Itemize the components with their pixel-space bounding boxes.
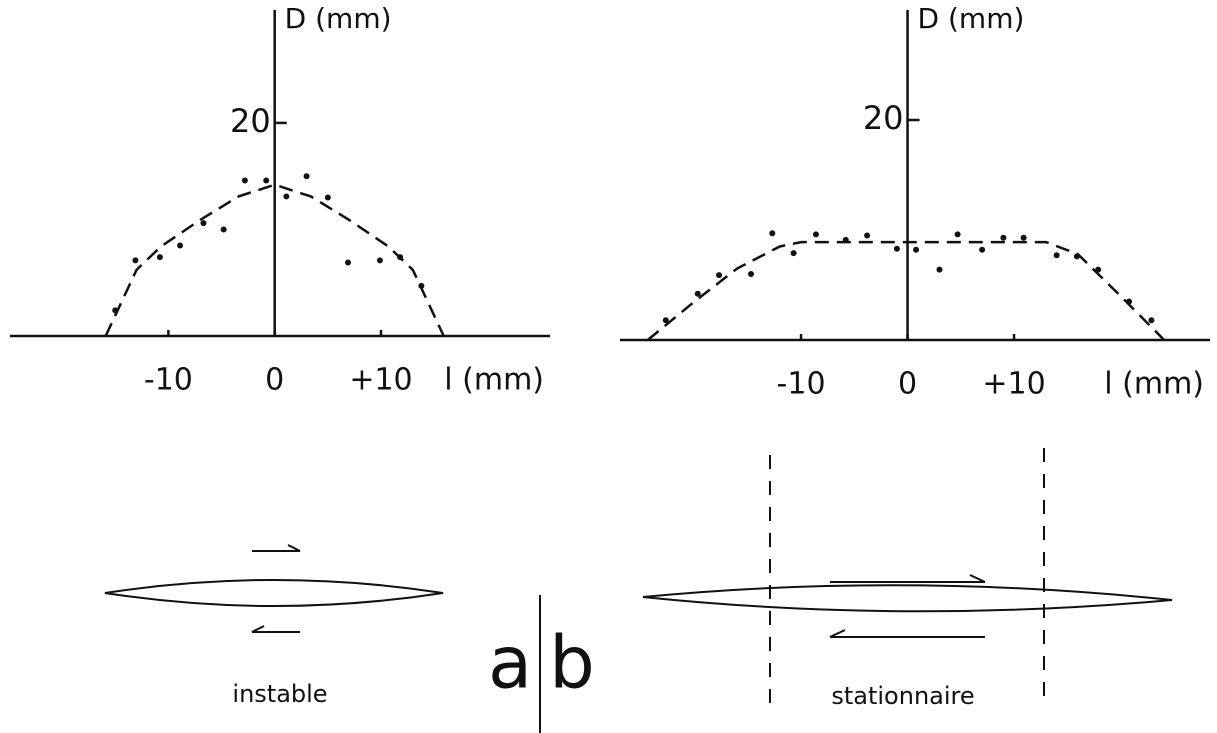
data-point [1020, 234, 1027, 241]
data-point [662, 317, 669, 324]
data-point [241, 177, 248, 184]
data-point [893, 245, 900, 252]
data-point [864, 232, 871, 239]
fit-curve [104, 183, 445, 337]
x-tick-label: +10 [982, 367, 1045, 402]
data-point [1148, 317, 1155, 324]
data-point [283, 193, 290, 200]
data-point [790, 250, 797, 257]
caption: instable [232, 680, 327, 708]
arrow-left [251, 625, 300, 633]
data-point [156, 254, 163, 261]
panel-label: b [549, 621, 595, 705]
data-point [913, 246, 920, 253]
y-tick-label: 20 [230, 102, 271, 140]
x-tick-label: 0 [898, 367, 917, 402]
y-tick-label: 20 [863, 99, 904, 137]
data-point [200, 220, 207, 227]
x-tick-label: 0 [265, 363, 284, 398]
data-point [979, 246, 986, 253]
panel-label: a [488, 621, 532, 705]
lens-a [104, 579, 444, 607]
data-point [694, 290, 701, 297]
data-point [812, 231, 819, 238]
data-point [747, 271, 754, 277]
x-axis-label: l (mm) [444, 363, 544, 398]
data-point [716, 272, 723, 279]
fit-curve [646, 240, 1166, 341]
data-point [177, 242, 184, 249]
data-point [263, 177, 270, 184]
arrow-right [252, 544, 301, 552]
x-axis-label: l (mm) [1104, 367, 1204, 402]
x-tick-label: -10 [777, 367, 826, 402]
data-point [954, 231, 961, 238]
data-point [936, 266, 943, 273]
data-point [345, 259, 352, 266]
data-point [1053, 252, 1060, 259]
data-point [303, 173, 310, 180]
y-axis-label: D (mm) [285, 2, 392, 35]
data-point [1000, 234, 1007, 241]
arrow-right [830, 574, 986, 583]
data-point [220, 226, 227, 233]
data-point [132, 257, 139, 264]
x-tick-label: +10 [349, 363, 412, 398]
y-axis-label: D (mm) [918, 2, 1025, 35]
lens-b [642, 584, 1173, 613]
data-point [769, 230, 776, 237]
arrow-left [829, 629, 985, 638]
x-tick-label: -10 [144, 363, 193, 398]
data-point [376, 257, 383, 264]
data-point [324, 194, 331, 201]
caption: stationnaire [831, 682, 974, 710]
